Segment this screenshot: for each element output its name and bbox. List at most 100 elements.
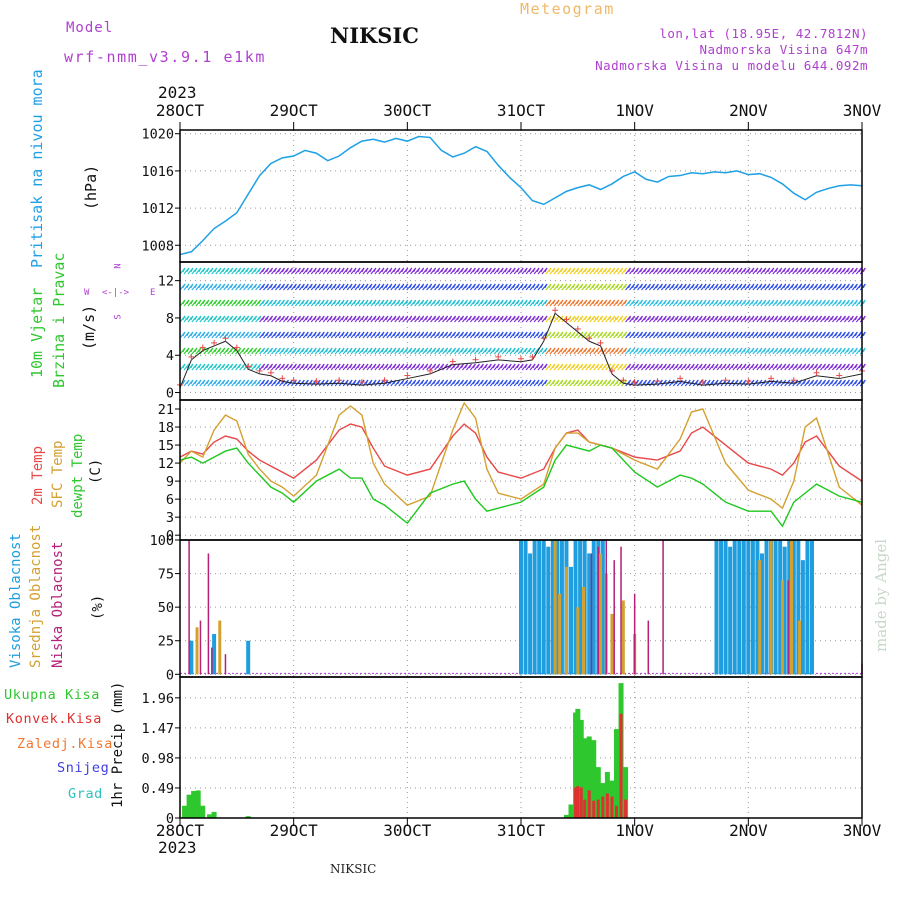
wind-barb-flag <box>289 363 293 369</box>
wind-barb-flag <box>827 379 830 385</box>
wind-barb-flag <box>238 347 242 353</box>
cloud-high-bar <box>719 540 724 675</box>
wind-barb-flag <box>504 299 508 305</box>
wind-barb-flag <box>476 347 480 353</box>
wind-barb-flag <box>763 267 767 273</box>
wind-barb-flag <box>441 331 445 337</box>
wind-barb-flag <box>815 347 819 353</box>
y-tick-label: 50 <box>158 600 174 616</box>
cloud-low-bar <box>207 553 210 675</box>
cloud-low-bar <box>199 620 202 675</box>
wind-barb-flag <box>659 299 663 305</box>
wind-barb-flag <box>393 299 397 305</box>
wind-barb-flag <box>715 267 719 273</box>
wind-barb-flag <box>484 363 488 369</box>
wind-barb-flag <box>711 379 715 385</box>
wind-barb-flag <box>683 331 687 337</box>
wind-barb-flag <box>616 331 620 337</box>
wind-barb-flag <box>536 267 540 273</box>
wind-barb-flag <box>596 267 600 273</box>
wind-barb-flag <box>190 347 194 353</box>
wind-barb-flag <box>644 379 647 385</box>
wind-barb-flag <box>234 363 238 369</box>
wind-barb-flag <box>325 331 329 337</box>
wind-barb-flag <box>218 363 222 369</box>
wind-barb-flag <box>206 267 210 273</box>
cloud-high-bar <box>532 540 537 675</box>
wind-barb-flag <box>389 315 393 321</box>
wind-barb-flag <box>703 299 707 305</box>
precip-conv-bar <box>587 790 591 818</box>
wind-barb-flag <box>683 267 687 273</box>
wind-barb-flag <box>775 347 779 353</box>
wind-barb-flag <box>580 379 584 385</box>
wind-barb-flag <box>353 299 357 305</box>
wind-barb-flag <box>862 347 866 353</box>
wind-barb-flag <box>532 331 536 337</box>
wind-barb-flag <box>421 347 425 353</box>
wind-barb-flag <box>421 315 425 321</box>
wind-barb-flag <box>608 331 612 337</box>
wind-barb-flag <box>771 315 775 321</box>
wind-barb-flag <box>258 299 262 305</box>
wind-barb-flag <box>592 283 596 289</box>
wind-barb-flag <box>222 315 226 321</box>
wind-barb-flag <box>437 331 441 337</box>
wind-barb-flag <box>803 299 807 305</box>
wind-barb-flag <box>850 267 854 273</box>
wind-barb-flag <box>536 331 540 337</box>
wind-barb-flag <box>472 315 476 321</box>
wind-barb-flag <box>640 331 643 337</box>
wind-barb-flag <box>488 315 492 321</box>
wind-barb-flag <box>214 379 218 385</box>
wind-barb-flag <box>767 315 771 321</box>
wind-barb-flag <box>715 331 719 337</box>
wind-barb-flag <box>850 379 854 385</box>
cloud-high-bar <box>578 540 583 675</box>
wind-barb-flag <box>747 315 751 321</box>
wind-barb-flag <box>620 267 624 273</box>
wind-barb-flag <box>679 315 683 321</box>
wind-barb-flag <box>580 331 584 337</box>
wind-barb-flag <box>250 315 254 321</box>
wind-barb-flag <box>608 267 612 273</box>
wind-barb-flag <box>675 363 679 369</box>
wind-barb-flag <box>254 331 258 337</box>
wind-barb-flag <box>270 363 273 369</box>
wind-barb-flag <box>274 379 277 385</box>
wind-barb-flag <box>731 283 735 289</box>
wind-barb-flag <box>468 347 472 353</box>
wind-barb-flag <box>568 347 572 353</box>
wind-barb-flag <box>433 347 437 353</box>
wind-barb-flag <box>230 315 234 321</box>
wind-barb-flag <box>504 363 508 369</box>
y-tick-label: 6 <box>166 492 174 508</box>
wind-barb-flag <box>536 283 540 289</box>
wind-barb-flag <box>827 315 830 321</box>
wind-barb-flag <box>457 379 460 385</box>
wind-barb-flag <box>449 283 452 289</box>
wind-barb-flag <box>584 379 588 385</box>
wind-barb-flag <box>659 267 663 273</box>
wind-barb-flag <box>795 347 799 353</box>
wind-barb-flag <box>472 283 476 289</box>
wind-barb-flag <box>282 363 285 369</box>
precip-label-snow: Snijeg <box>57 760 110 776</box>
wind-barb-flag <box>297 299 301 305</box>
cloud-high-bar <box>714 540 719 675</box>
wind-barb-flag <box>476 299 480 305</box>
wind-barb-flag <box>779 363 783 369</box>
wind-barb-flag <box>437 315 441 321</box>
wind-barb-flag <box>520 379 524 385</box>
wind-barb-flag <box>568 379 572 385</box>
wind-barb-flag <box>492 267 496 273</box>
wind-barb-flag <box>723 331 727 337</box>
wind-barb-flag <box>289 331 293 337</box>
wind-barb-flag <box>445 347 449 353</box>
wind-barb-flag <box>831 283 834 289</box>
wind-barb-flag <box>190 283 194 289</box>
wind-barb-flag <box>472 331 476 337</box>
cloud-high-bar <box>778 540 783 675</box>
wind-barb-flag <box>838 267 842 273</box>
wind-barb-flag <box>512 299 516 305</box>
